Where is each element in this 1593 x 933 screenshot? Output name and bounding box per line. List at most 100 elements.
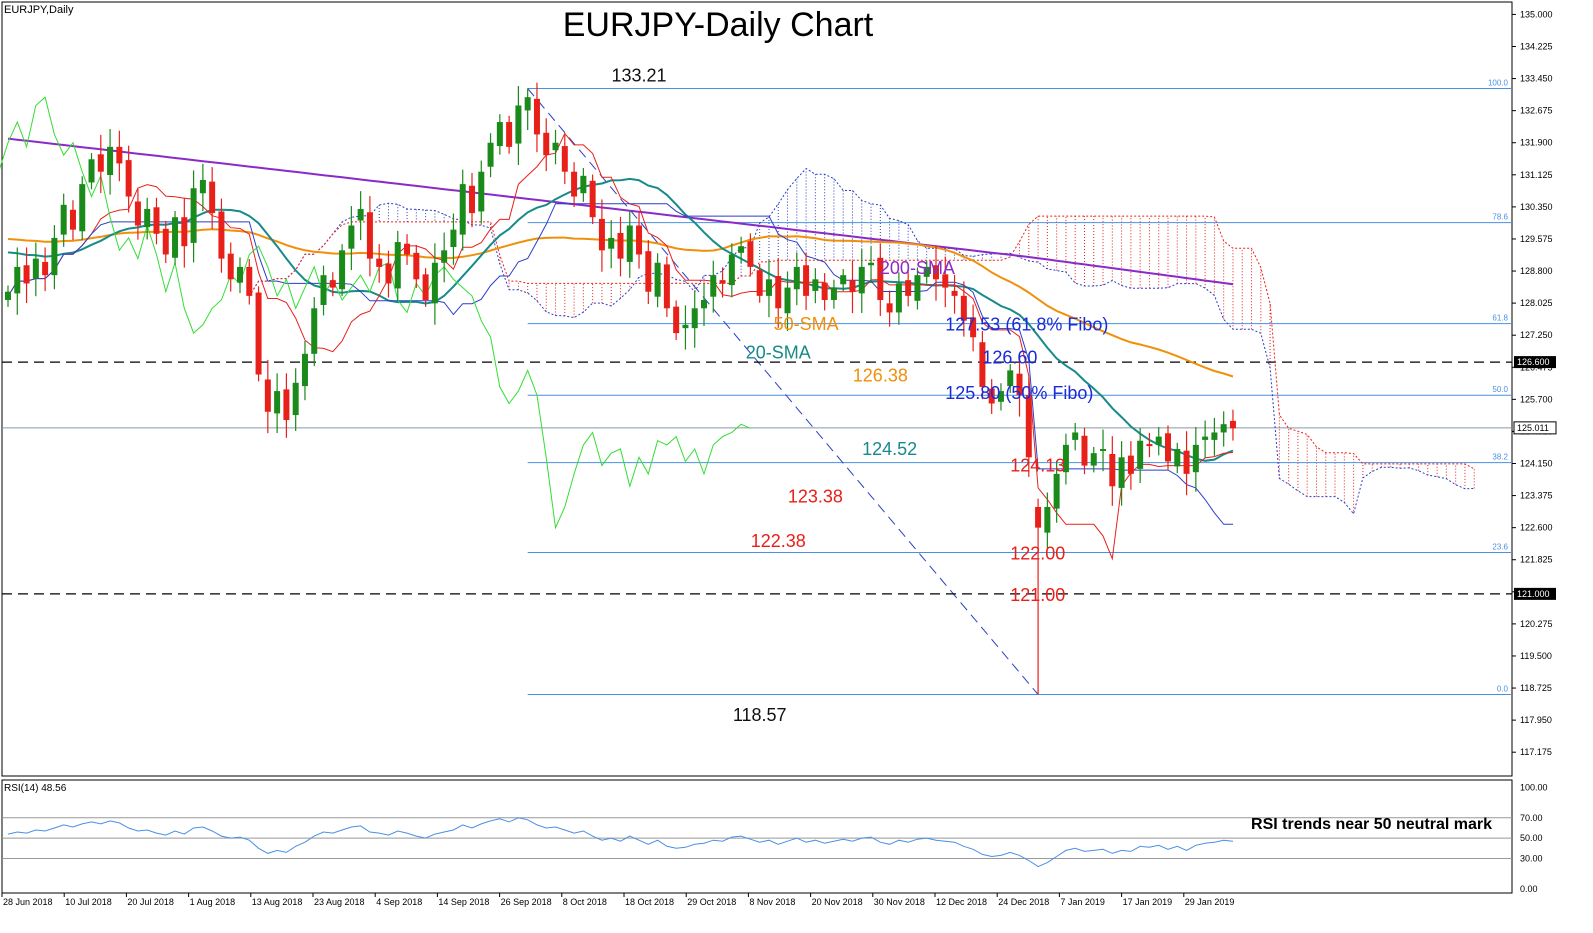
candle-body — [645, 251, 652, 292]
price-badge: 126.600 — [1517, 357, 1550, 367]
rsi-tick-label: 50.00 — [1520, 833, 1543, 843]
fibo-level-label: 23.6 — [1492, 542, 1508, 551]
candle-body — [459, 184, 466, 235]
candle-body — [663, 264, 670, 309]
candle-body — [311, 308, 318, 354]
candle-body — [60, 204, 67, 235]
fibo-level-label: 61.8 — [1492, 314, 1508, 323]
time-tick-label: 28 Jun 2018 — [3, 897, 53, 907]
time-tick-label: 4 Sep 2018 — [376, 897, 422, 907]
candle-body — [923, 266, 930, 277]
candle-body — [450, 229, 457, 248]
annotations: 133.21 118.57 200-SMA 50-SMA 20-SMA 127.53 (6… — [612, 65, 1109, 724]
rsi-panel-frame — [1, 779, 1513, 894]
candle-body — [134, 201, 141, 226]
candle-body — [1183, 450, 1190, 474]
annotation-label: 122.00 — [1010, 543, 1065, 563]
candle-body — [1118, 457, 1125, 488]
candle-body — [682, 324, 689, 329]
candle-body — [1053, 473, 1060, 509]
candle-body — [840, 275, 847, 285]
candle-body — [1007, 370, 1014, 387]
candle-body — [1229, 420, 1236, 429]
price-tick-label: 131.125 — [1520, 170, 1553, 180]
candle-body — [914, 275, 921, 301]
candle-body — [218, 211, 225, 259]
time-tick-label: 14 Sep 2018 — [438, 897, 489, 907]
candle-body — [264, 379, 271, 412]
time-axis: 28 Jun 2018 10 Jul 2018 20 Jul 2018 1 Aug 2… — [1, 893, 1235, 907]
fibo-level-label: 38.2 — [1492, 453, 1508, 462]
candle-body — [636, 225, 643, 255]
candle-body — [533, 98, 540, 135]
candle-body — [997, 391, 1004, 402]
candle-body — [561, 146, 568, 172]
time-tick-label: 29 Jan 2019 — [1185, 897, 1235, 907]
candle-body — [830, 287, 837, 301]
candle-body — [42, 261, 49, 276]
candle-body — [1090, 453, 1097, 466]
candle-body — [144, 208, 151, 228]
candle-body — [1109, 453, 1116, 487]
candle-body — [431, 262, 438, 304]
candle-body — [1220, 424, 1227, 433]
candle-body — [1025, 395, 1032, 458]
chikou-span-line — [0, 96, 751, 530]
candle-body — [1016, 373, 1023, 396]
annotation-label: 118.57 — [733, 705, 787, 725]
chart-title: EURJPY-Daily Chart — [563, 6, 874, 44]
candle-body — [14, 266, 21, 294]
annotation-label: 126.38 — [853, 366, 908, 386]
candle-body — [1146, 444, 1153, 447]
fibo-level-label: 100.0 — [1488, 79, 1509, 88]
rsi-note: RSI trends near 50 neutral mark — [1251, 816, 1492, 833]
symbol-label: EURJPY,Daily — [4, 4, 74, 16]
candle-body — [895, 283, 902, 313]
candle-body — [487, 142, 494, 167]
candle-body — [821, 282, 828, 301]
candle-body — [571, 171, 578, 197]
candle-body — [209, 181, 216, 214]
time-tick-label: 10 Jul 2018 — [65, 897, 112, 907]
candle-body — [97, 154, 104, 172]
candle-body — [1127, 455, 1134, 474]
candle-body — [951, 290, 958, 296]
rsi-tick-label: 30.00 — [1520, 853, 1543, 863]
candle-body — [775, 276, 782, 309]
sma-200-line — [7, 137, 1234, 286]
candle-body — [654, 262, 661, 297]
candle-body — [960, 295, 967, 321]
annotation-label: 200-SMA — [880, 258, 955, 278]
annotation-label: 124.52 — [862, 439, 917, 459]
rsi-line — [7, 817, 1234, 868]
price-tick-label: 123.375 — [1520, 491, 1553, 501]
annotation-label: 127.53 (61.8% Fibo) — [945, 315, 1108, 335]
rsi-tick-label: 100.00 — [1520, 782, 1548, 792]
time-tick-label: 20 Nov 2018 — [812, 897, 863, 907]
candle-body — [793, 266, 800, 290]
candle-body — [366, 212, 373, 259]
candle-body — [747, 241, 754, 267]
candle-body — [756, 270, 763, 296]
candle-body — [719, 280, 726, 284]
candle-body — [5, 291, 11, 301]
price-tick-label: 130.350 — [1520, 202, 1553, 212]
candle-body — [515, 105, 522, 144]
candle-body — [348, 225, 355, 249]
price-tick-label: 117.950 — [1520, 715, 1552, 725]
candle-body — [877, 257, 884, 301]
price-tick-label: 125.700 — [1520, 394, 1553, 404]
candle-body — [905, 280, 912, 296]
price-tick-label: 119.500 — [1520, 651, 1552, 661]
candle-body — [283, 389, 290, 421]
candle-body — [552, 142, 559, 151]
candle-body — [1062, 444, 1069, 473]
rsi-tick-label: 0.00 — [1520, 884, 1538, 894]
time-tick-label: 20 Jul 2018 — [127, 897, 174, 907]
candle-body — [190, 188, 197, 243]
candle-body — [23, 265, 30, 284]
price-panel-frame — [1, 1, 1513, 777]
